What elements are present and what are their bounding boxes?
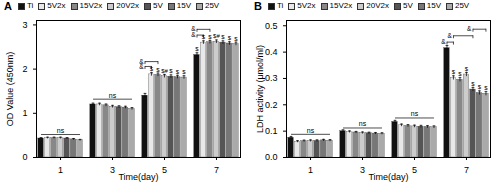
svg-text:ns: ns (307, 127, 315, 134)
svg-text:&: & (139, 58, 144, 65)
svg-text:&: & (448, 32, 453, 39)
svg-text:5: 5 (162, 165, 167, 175)
svg-text:Time(day): Time(day) (368, 172, 408, 182)
svg-text:$: $ (169, 68, 173, 74)
svg-text:7: 7 (214, 165, 219, 175)
svg-text:1: 1 (22, 108, 27, 118)
svg-text:0.4: 0.4 (265, 47, 278, 57)
svg-text:ns: ns (109, 92, 117, 99)
svg-text:$: $ (458, 71, 462, 77)
html-text:25V: 25V (205, 1, 220, 10)
svg-text:OD Value (450nm): OD Value (450nm) (5, 52, 15, 126)
svg-text:&: & (191, 25, 196, 32)
svg-text:ns: ns (57, 127, 65, 134)
svg-text:$: $ (228, 35, 232, 41)
svg-text:3: 3 (360, 165, 365, 175)
html-text:15V: 15V (426, 1, 441, 10)
svg-text:ns: ns (359, 120, 367, 127)
svg-text:$: $ (478, 84, 482, 90)
svg-text:0.2: 0.2 (265, 100, 278, 110)
svg-text:$: $ (452, 69, 456, 75)
html-text:Ti: Ti (277, 1, 284, 10)
svg-text:7: 7 (464, 165, 469, 175)
html-text:15V2x: 15V2x (329, 1, 353, 10)
svg-text:$: $ (221, 34, 225, 40)
svg-text:5: 5 (412, 165, 417, 175)
html-text:25V: 25V (455, 1, 470, 10)
svg-text:2: 2 (22, 64, 27, 74)
svg-text:3: 3 (110, 165, 115, 175)
svg-text:$: $ (234, 36, 238, 42)
svg-text:&: & (467, 25, 472, 32)
html-text:20V2x: 20V2x (116, 1, 139, 10)
html-text:15V: 15V (176, 1, 191, 10)
svg-text:$: $ (150, 66, 154, 72)
svg-text:0.3: 0.3 (265, 73, 278, 83)
svg-text:ns: ns (411, 110, 419, 117)
svg-text:0.5: 0.5 (265, 21, 278, 31)
svg-text:0.1: 0.1 (265, 126, 278, 136)
svg-text:1: 1 (58, 165, 63, 175)
svg-text:$#: $# (213, 33, 220, 39)
html-text:5V2x: 5V2x (47, 1, 66, 10)
html-text:15V2x: 15V2x (79, 1, 103, 10)
html-text:20V2x: 20V2x (366, 1, 389, 10)
svg-text:$: $ (484, 85, 488, 91)
html-text:B: B (254, 0, 262, 12)
html-text:5V: 5V (152, 1, 163, 10)
svg-text:3: 3 (22, 20, 27, 30)
svg-text:1: 1 (308, 165, 313, 175)
svg-text:0: 0 (22, 152, 27, 162)
svg-text:$: $ (182, 69, 186, 75)
svg-text:$: $ (156, 67, 160, 73)
html-text:A: A (4, 0, 12, 12)
svg-text:$: $ (202, 34, 206, 40)
svg-text:$#: $# (161, 68, 168, 74)
svg-text:LDH activity (μmol/ml): LDH activity (μmol/ml) (255, 45, 265, 133)
svg-text:$: $ (208, 34, 212, 40)
svg-text:$: $ (465, 66, 469, 72)
html-text:5V2x: 5V2x (297, 1, 316, 10)
svg-text:$: $ (176, 69, 180, 75)
html-text:5V: 5V (402, 1, 413, 10)
svg-text:$: $ (471, 81, 475, 87)
svg-text:&: & (441, 38, 446, 45)
svg-text:$: $ (195, 46, 199, 52)
html-text:Ti: Ti (27, 1, 34, 10)
svg-text:0.0: 0.0 (265, 152, 278, 162)
svg-text:Time(day): Time(day) (118, 172, 158, 182)
